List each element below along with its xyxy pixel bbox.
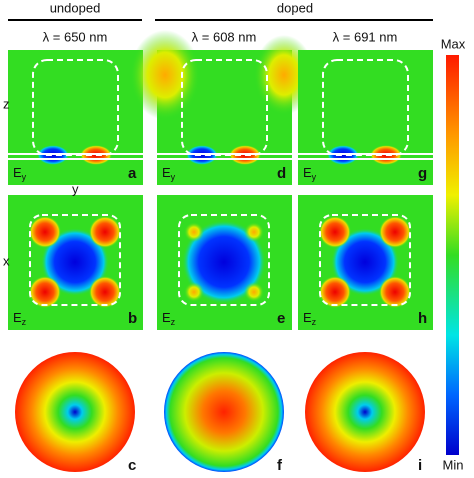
hotspot	[244, 282, 264, 302]
group-label: doped	[277, 0, 313, 15]
field-label: Ez	[13, 310, 27, 327]
field-component: z	[22, 317, 27, 327]
hotspot	[319, 216, 351, 248]
hotspot	[29, 216, 61, 248]
field-component: z	[171, 317, 176, 327]
hotspot	[182, 220, 266, 304]
field-symbol: E	[303, 310, 312, 325]
hotspot	[184, 282, 204, 302]
wavelength: λ = 691 nm	[333, 29, 398, 44]
panel-label: g	[418, 165, 427, 182]
panel-label: f	[277, 457, 283, 474]
hotspot	[244, 222, 264, 242]
particle-outline	[29, 214, 121, 306]
field-symbol: E	[13, 310, 22, 325]
field-component: y	[171, 172, 176, 182]
panel-label: h	[418, 310, 427, 327]
field-component: y	[312, 172, 317, 182]
colorbar-min: Min	[443, 457, 464, 472]
field-symbol: E	[162, 165, 171, 180]
wavelength: λ = 608 nm	[192, 29, 257, 44]
field-disk	[305, 352, 425, 472]
field-symbol: E	[303, 165, 312, 180]
field-symbol: E	[162, 310, 171, 325]
particle-outline	[181, 59, 268, 156]
hotspot	[89, 216, 121, 248]
panel-label: b	[128, 310, 137, 327]
particle-outline	[32, 59, 119, 156]
panel-label: e	[277, 310, 285, 327]
field-map	[298, 50, 433, 185]
panel-label: c	[128, 457, 136, 474]
hotspot	[29, 276, 61, 308]
colorbar-max: Max	[441, 36, 466, 51]
axis-label: x	[3, 253, 10, 268]
hotspot	[89, 276, 121, 308]
panel-label: i	[418, 457, 422, 474]
colorbar	[446, 55, 459, 455]
hotspot	[41, 228, 109, 296]
hotspot	[319, 276, 351, 308]
hotspot	[130, 30, 200, 120]
particle-outline	[322, 59, 409, 156]
field-component: z	[312, 317, 317, 327]
hotspot	[379, 276, 411, 308]
panel-label: a	[128, 165, 137, 182]
field-symbol: E	[13, 165, 22, 180]
panels: Ey a Ey d Ey gEz b Ez e Ez hc f i	[8, 30, 433, 474]
field-label: Ez	[303, 310, 317, 327]
axis-label: z	[3, 96, 10, 111]
hotspot	[379, 216, 411, 248]
field-label: Ey	[162, 165, 176, 182]
axis-label: y	[72, 181, 79, 196]
field-disk	[164, 352, 284, 472]
field-disk	[15, 352, 135, 472]
group-label: undoped	[50, 0, 101, 15]
hotspot	[184, 222, 204, 242]
field-label: Ey	[13, 165, 27, 182]
wavelength: λ = 650 nm	[43, 29, 108, 44]
field-component: y	[22, 172, 27, 182]
panel-label: d	[277, 165, 286, 182]
hotspot	[331, 228, 399, 296]
field-label: Ez	[162, 310, 176, 327]
field-label: Ey	[303, 165, 317, 182]
particle-outline	[319, 214, 411, 306]
field-map	[8, 50, 143, 185]
particle-outline	[178, 214, 270, 306]
